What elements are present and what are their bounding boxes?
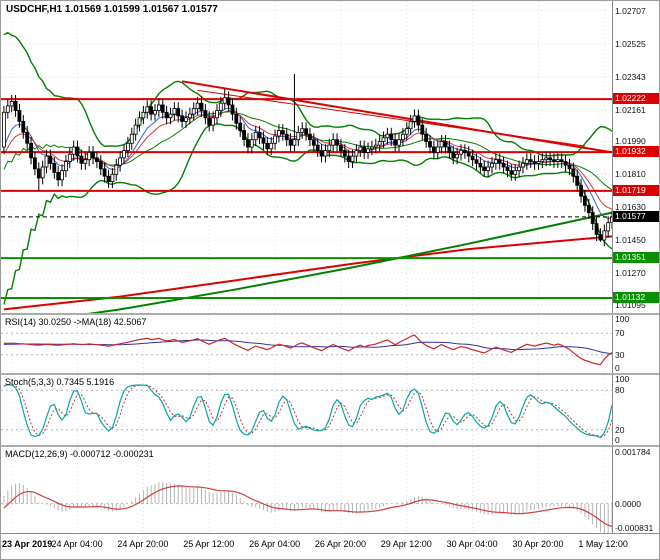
axis-tick-label: 1.02343	[615, 72, 646, 83]
price-level-badge: 1.01719	[613, 184, 659, 196]
price-level-badge: 1.01932	[613, 146, 659, 158]
rsi-axis[interactable]: 100 70 30 0	[612, 315, 659, 373]
stochastic-label: Stoch(5,3,3) 0.7345 5.1916	[5, 377, 115, 387]
macd-label: MACD(12,26,9) -0.000712 -0.000231	[5, 449, 154, 459]
time-axis[interactable]: 23 Apr 2019 24 Apr 04:00 24 Apr 20:00 25 Ap…	[1, 533, 659, 559]
axis-tick-label: 1.01810	[615, 169, 646, 180]
rsi-plot[interactable]	[1, 315, 615, 373]
time-axis-label: 30 Apr 20:00	[512, 539, 564, 549]
rsi-label: RSI(14) 30.0250 ->MA(18) 42.5067	[5, 317, 147, 327]
axis-tick-label: -0.000831	[615, 522, 654, 533]
axis-tick-label: 1.01095	[615, 299, 646, 310]
stochastic-plot[interactable]	[1, 375, 615, 445]
axis-tick-label: 100	[615, 314, 630, 324]
price-level-badge: 1.02222	[613, 93, 659, 105]
time-axis-label: 26 Apr 20:00	[314, 539, 366, 549]
time-axis-label: 25 Apr 12:00	[183, 539, 235, 549]
current-price-badge: 1.01577	[613, 210, 659, 222]
stochastic-axis[interactable]: 100 80 20 0	[612, 375, 659, 445]
time-axis-label: 29 Apr 12:00	[380, 539, 432, 549]
axis-tick-label: 1.01450	[615, 235, 646, 246]
axis-tick-label: 0.001784	[615, 447, 651, 458]
axis-tick-label: 0	[615, 435, 620, 445]
axis-tick-label: 100	[615, 374, 630, 384]
axis-tick-label: 0	[615, 363, 620, 373]
axis-tick-label: 0.0000	[615, 498, 641, 509]
axis-tick-label: 1.02525	[615, 38, 646, 49]
axis-tick-label: 1.01990	[615, 136, 646, 147]
symbol-ohlc-title: USDCHF,H1 1.01569 1.01599 1.01567 1.0157…	[6, 4, 218, 15]
axis-tick-label: 1.02707	[615, 5, 646, 16]
macd-plot[interactable]	[1, 447, 615, 533]
price-level-badge: 1.01351	[613, 252, 659, 264]
axis-tick-label: 30	[615, 349, 625, 360]
price-level-badge: 1.01132	[613, 292, 659, 304]
time-axis-label: 24 Apr 04:00	[51, 539, 103, 549]
time-axis-label: 23 Apr 2019	[2, 539, 53, 549]
axis-tick-label: 80	[615, 385, 625, 396]
rsi-panel: 100 70 30 0 RSI(14) 30.0250 ->MA(18) 42.506…	[1, 313, 659, 373]
main-chart-panel: 1.02707 1.02525 1.02343 1.02161 1.01990 1.018…	[1, 1, 659, 313]
price-axis[interactable]: 1.02707 1.02525 1.02343 1.02161 1.01990 1.018…	[612, 1, 659, 313]
macd-panel: 0.001784 0.0000 -0.000831 MACD(12,26,9) -0…	[1, 445, 659, 533]
axis-tick-label: 70	[615, 328, 625, 339]
axis-tick-label: 20	[615, 424, 625, 435]
macd-axis[interactable]: 0.001784 0.0000 -0.000831	[612, 447, 659, 533]
stochastic-panel: 100 80 20 0 Stoch(5,3,3) 0.7345 5.1916	[1, 373, 659, 445]
time-axis-label: 24 Apr 20:00	[117, 539, 169, 549]
axis-tick-label: 1.01630	[615, 202, 646, 213]
axis-tick-label: 1.02161	[615, 105, 646, 116]
price-chart-plot[interactable]	[1, 1, 615, 313]
axis-tick-label: 1.01270	[615, 267, 646, 278]
time-axis-label: 26 Apr 04:00	[249, 539, 301, 549]
time-axis-label: 1 May 12:00	[578, 539, 628, 549]
time-axis-label: 30 Apr 04:00	[446, 539, 498, 549]
